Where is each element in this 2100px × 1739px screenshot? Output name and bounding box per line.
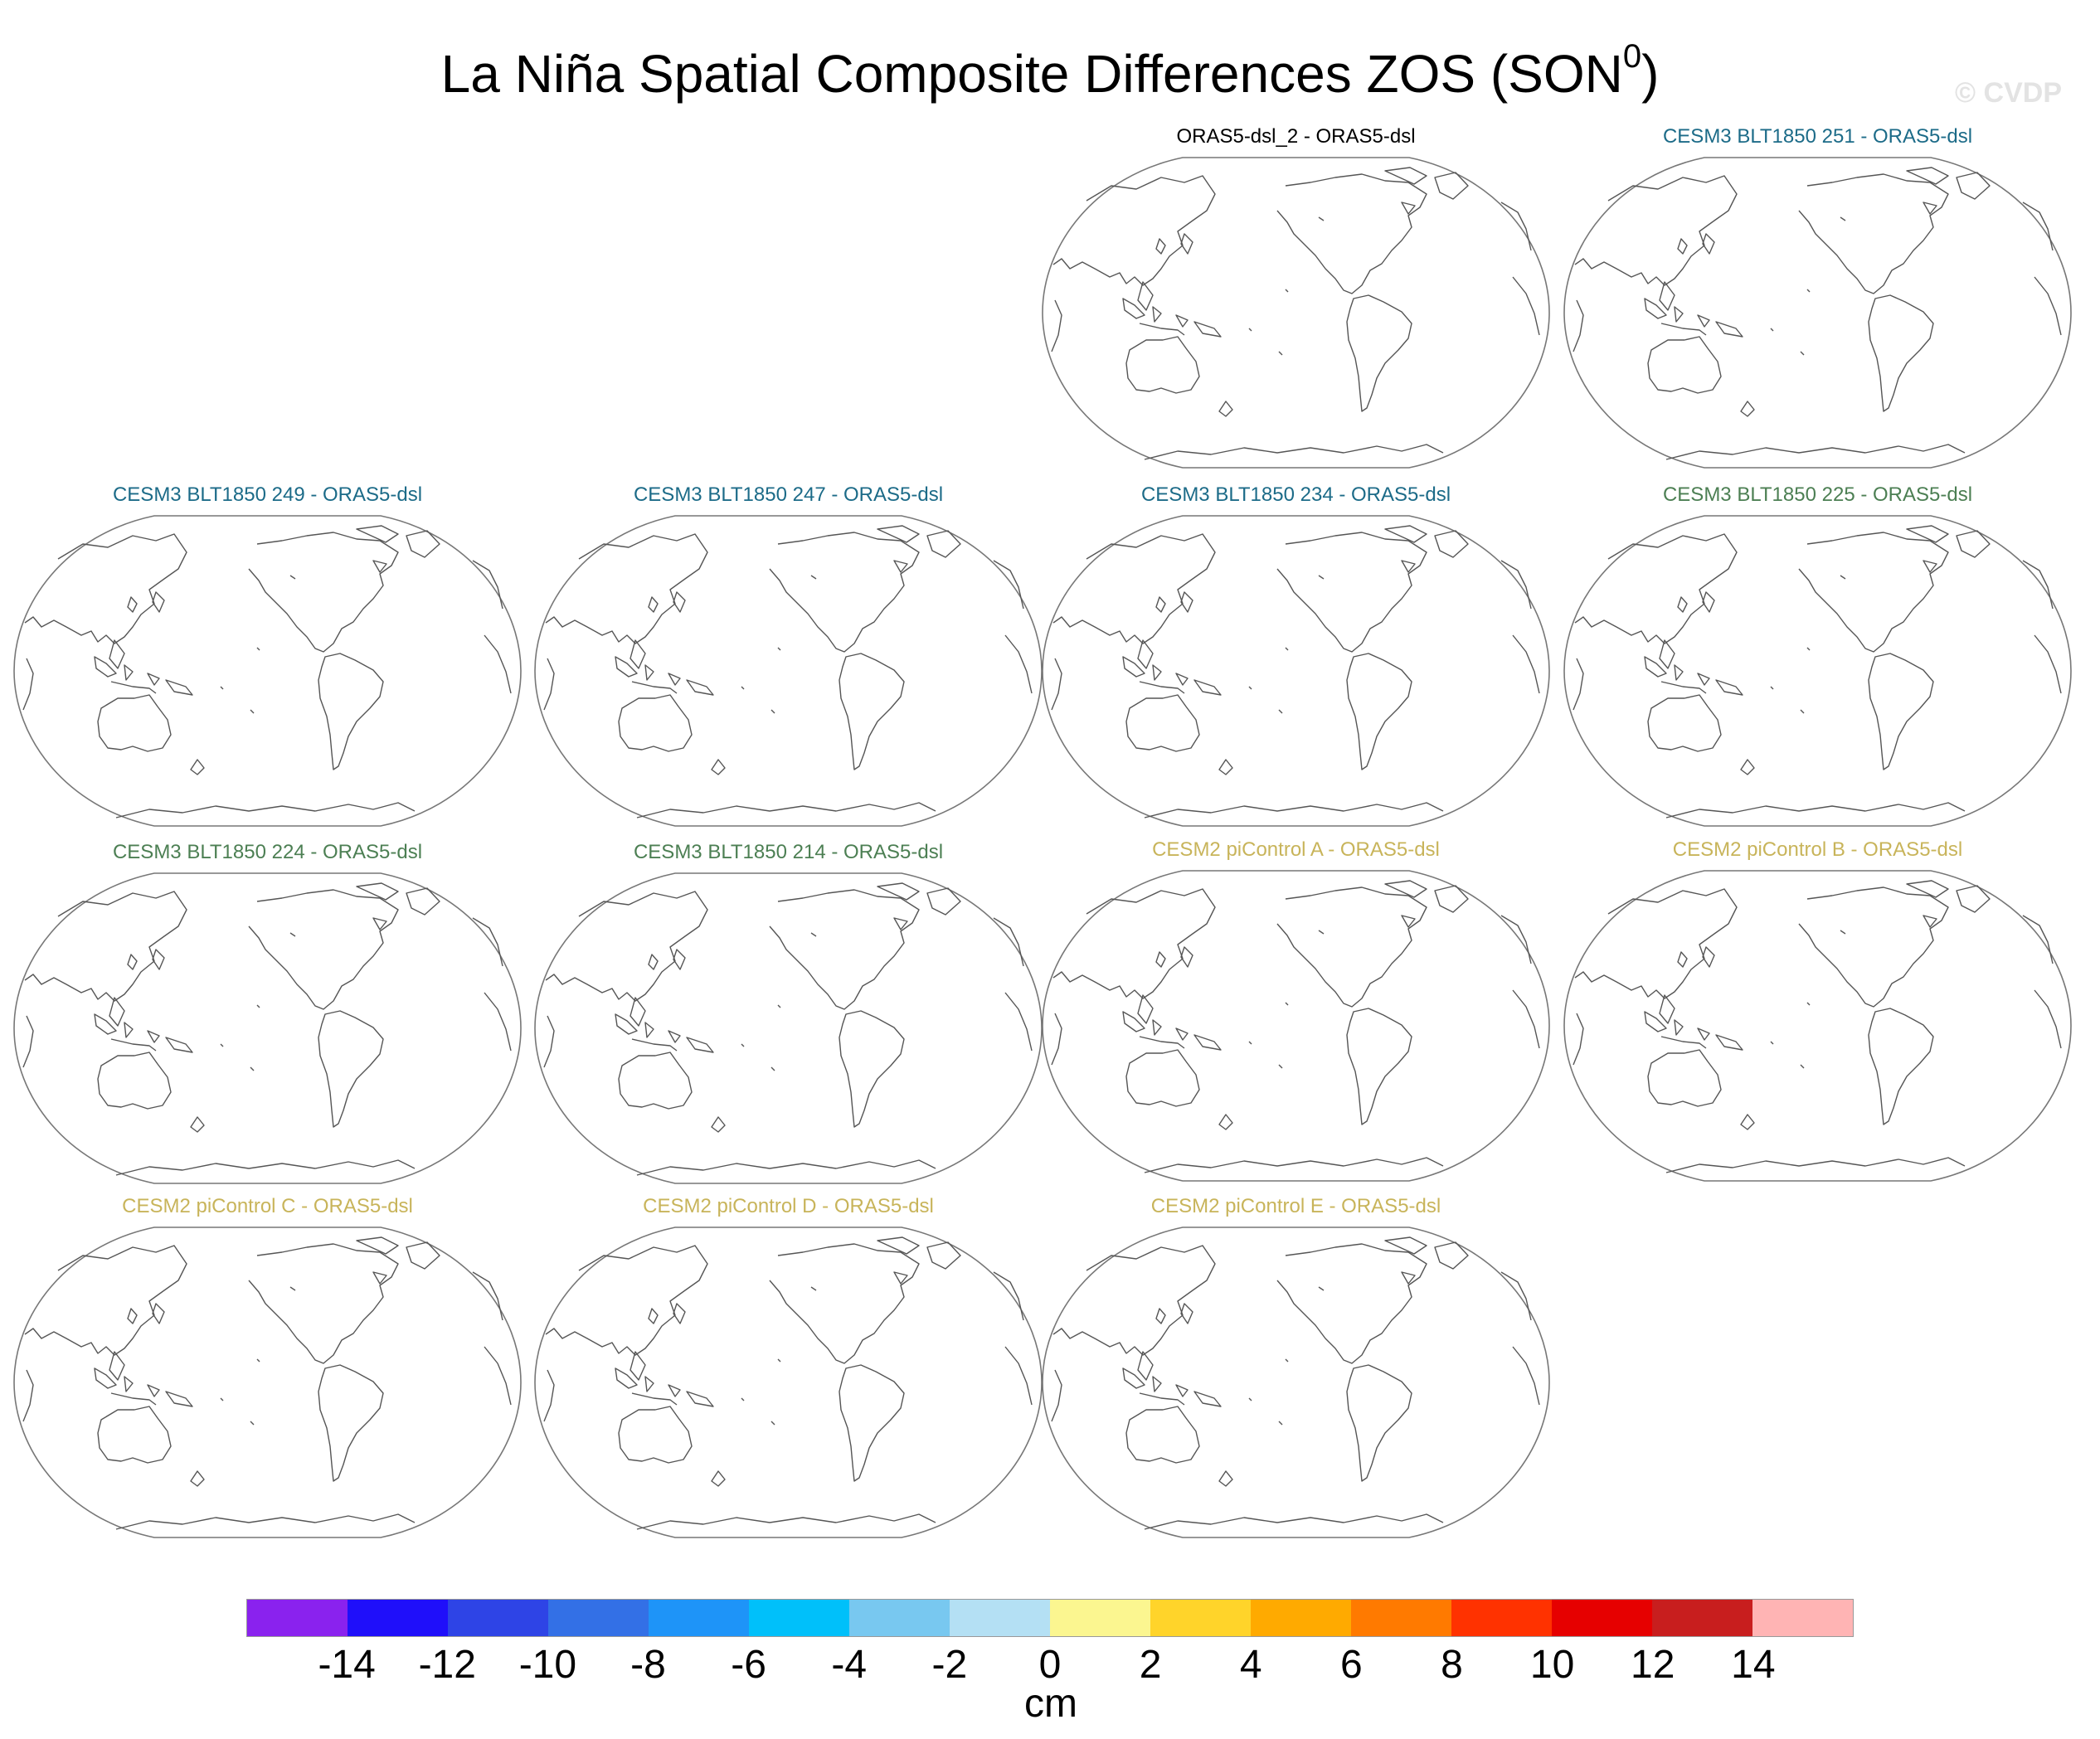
panel-title: CESM3 BLT1850 214 - ORAS5-dsl	[633, 841, 944, 863]
map-panel-6: CESM3 BLT1850 225 - ORAS5-dsl	[1558, 483, 2077, 831]
colorbar-tick-label: 10	[1529, 1643, 1575, 1687]
map-panel-4: CESM3 BLT1850 247 - ORAS5-dsl	[529, 483, 1048, 831]
colorbar-tick-label: 2	[1139, 1643, 1162, 1687]
colorbar-tick-label: 0	[1038, 1643, 1062, 1687]
colorbar-box-5	[649, 1600, 749, 1636]
map-panel-7: CESM3 BLT1850 224 - ORAS5-dsl	[8, 840, 527, 1188]
colorbar-tick-label: 8	[1441, 1643, 1463, 1687]
colorbar-box-13	[1451, 1600, 1552, 1636]
world-map	[1563, 515, 2072, 827]
map-panel-5: CESM3 BLT1850 234 - ORAS5-dsl	[1037, 483, 1555, 831]
world-map	[1563, 870, 2072, 1182]
colorbar-box-7	[849, 1600, 950, 1636]
colorbar-box-16	[1752, 1600, 1853, 1636]
colorbar-tick-label: 4	[1239, 1643, 1262, 1687]
world-map	[13, 872, 522, 1184]
colorbar-tick-label: -10	[518, 1643, 577, 1687]
map-panel-13: CESM2 piControl E - ORAS5-dsl	[1037, 1194, 1555, 1542]
colorbar-tick-label: 14	[1731, 1643, 1776, 1687]
colorbar-units: cm	[1024, 1682, 1077, 1726]
world-map	[534, 872, 1043, 1184]
colorbar-tick-label: -14	[318, 1643, 376, 1687]
panel-title: CESM3 BLT1850 249 - ORAS5-dsl	[112, 483, 423, 506]
panel-title: CESM2 piControl B - ORAS5-dsl	[1672, 838, 1963, 861]
colorbar-box-2	[348, 1600, 448, 1636]
colorbar-box-3	[448, 1600, 548, 1636]
panel-title: CESM3 BLT1850 234 - ORAS5-dsl	[1140, 483, 1451, 506]
world-map	[1042, 157, 1550, 469]
world-map	[1042, 1227, 1550, 1538]
panel-title: CESM3 BLT1850 225 - ORAS5-dsl	[1662, 483, 1973, 506]
cvdp-watermark: © CVDP	[1955, 77, 2062, 109]
figure-title: La Niña Spatial Composite Differences ZO…	[0, 23, 2100, 107]
colorbar-box-9	[1050, 1600, 1150, 1636]
panel-title: CESM2 piControl D - ORAS5-dsl	[643, 1195, 934, 1217]
world-map	[534, 1227, 1043, 1538]
colorbar-tick-label: 6	[1340, 1643, 1363, 1687]
colorbar	[246, 1599, 1854, 1637]
colorbar-box-11	[1251, 1600, 1351, 1636]
panel-title: CESM3 BLT1850 247 - ORAS5-dsl	[633, 483, 944, 506]
colorbar-box-8	[950, 1600, 1050, 1636]
panel-title: ORAS5-dsl_2 - ORAS5-dsl	[1176, 125, 1416, 148]
panel-title: CESM3 BLT1850 251 - ORAS5-dsl	[1662, 125, 1973, 148]
world-map	[13, 1227, 522, 1538]
figure-title-text: La Niña Spatial Composite Differences ZO…	[440, 44, 1623, 104]
colorbar-box-6	[749, 1600, 849, 1636]
figure-title-superscript: 0	[1622, 38, 1642, 75]
map-panel-9: CESM2 piControl A - ORAS5-dsl	[1037, 838, 1555, 1186]
world-map	[534, 515, 1043, 827]
colorbar-box-10	[1150, 1600, 1251, 1636]
colorbar-box-12	[1351, 1600, 1451, 1636]
map-panel-8: CESM3 BLT1850 214 - ORAS5-dsl	[529, 840, 1048, 1188]
world-map	[1042, 515, 1550, 827]
panel-title: CESM2 piControl A - ORAS5-dsl	[1152, 838, 1440, 861]
colorbar-box-4	[548, 1600, 649, 1636]
world-map	[1563, 157, 2072, 469]
colorbar-tick-label: -2	[931, 1643, 968, 1687]
map-panel-3: CESM3 BLT1850 249 - ORAS5-dsl	[8, 483, 527, 831]
colorbar-box-1	[247, 1600, 348, 1636]
panel-title: CESM3 BLT1850 224 - ORAS5-dsl	[112, 841, 423, 863]
figure-title-close: )	[1641, 44, 1660, 104]
map-panel-10: CESM2 piControl B - ORAS5-dsl	[1558, 838, 2077, 1186]
colorbar-tick-label: -12	[418, 1643, 476, 1687]
world-map	[1042, 870, 1550, 1182]
world-map	[13, 515, 522, 827]
colorbar-tick-label: -8	[630, 1643, 666, 1687]
panel-title: CESM2 piControl E - ORAS5-dsl	[1150, 1195, 1441, 1217]
map-panel-11: CESM2 piControl C - ORAS5-dsl	[8, 1194, 527, 1542]
map-panel-2: CESM3 BLT1850 251 - ORAS5-dsl	[1558, 124, 2077, 473]
colorbar-tick-label: -6	[731, 1643, 766, 1687]
map-panel-12: CESM2 piControl D - ORAS5-dsl	[529, 1194, 1048, 1542]
colorbar-tick-label: 12	[1631, 1643, 1675, 1687]
panel-title: CESM2 piControl C - ORAS5-dsl	[122, 1195, 413, 1217]
colorbar-box-14	[1552, 1600, 1652, 1636]
map-panel-1: ORAS5-dsl_2 - ORAS5-dsl	[1037, 124, 1555, 473]
colorbar-tick-label: -4	[831, 1643, 868, 1687]
colorbar-box-15	[1652, 1600, 1752, 1636]
